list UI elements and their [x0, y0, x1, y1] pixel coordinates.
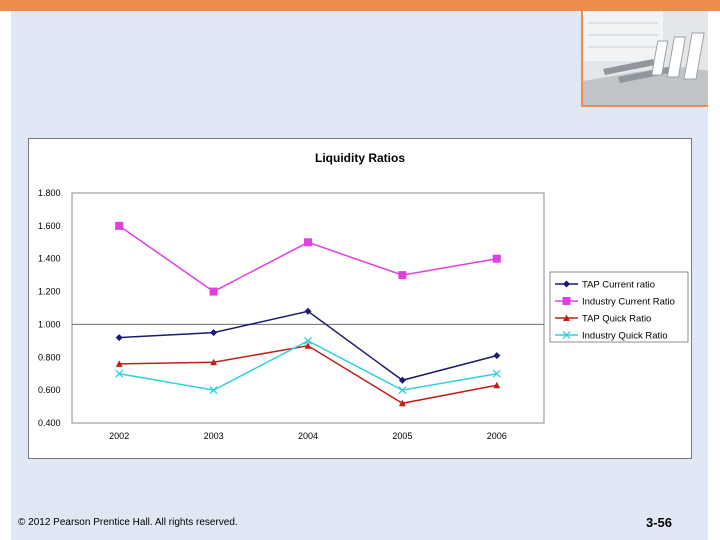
legend-marker-2: [562, 297, 571, 305]
x-marker-stroke: [492, 369, 501, 378]
data-point-s4-3: [304, 336, 312, 345]
liquidity-ratios-chart: Liquidity Ratios 0.400 0.600 0.800 1.000 1.2…: [38, 151, 689, 441]
slide-number: 3-56: [646, 515, 673, 530]
y-tick-label: 1.800: [38, 188, 61, 198]
data-point-s2-5: [492, 254, 501, 263]
data-point-s1-2: [210, 329, 218, 337]
x-tick-label: 2005: [392, 431, 412, 441]
data-point-s2-4: [398, 271, 407, 280]
legend-marker-3: [563, 314, 570, 321]
legend-marker-4: [562, 331, 571, 339]
x-marker-stroke: [209, 386, 218, 395]
data-point-s4-4: [398, 386, 407, 395]
y-tick-label: 0.600: [38, 385, 61, 395]
office-photo-icon: [581, 11, 708, 107]
left-margin: [0, 107, 11, 540]
y-tick-label: 1.000: [38, 319, 61, 329]
y-tick-label: 1.200: [38, 287, 61, 297]
top-accent-bar: [0, 0, 720, 11]
data-point-s3-4: [398, 399, 406, 407]
x-tick-label: 2003: [204, 431, 224, 441]
data-point-s2-2: [209, 287, 218, 296]
data-point-s4-1: [115, 369, 124, 378]
chart-frame: Liquidity Ratios 0.400 0.600 0.800 1.000 1.2…: [28, 138, 692, 459]
x-tick-label: 2002: [109, 431, 129, 441]
data-point-s1-1: [115, 334, 123, 342]
x-marker-stroke: [115, 369, 124, 378]
legend-label-4: Industry Quick Ratio: [582, 331, 668, 342]
data-point-s3-3: [304, 342, 312, 349]
legend-label-3: TAP Quick Ratio: [582, 314, 651, 325]
legend-label-2: Industry Current Ratio: [582, 297, 675, 308]
data-point-s4-2: [209, 386, 218, 395]
y-tick-label: 0.400: [38, 418, 61, 428]
y-tick-label: 0.800: [38, 352, 61, 362]
legend-label-1: TAP Current ratio: [582, 280, 655, 291]
data-point-s4-5: [492, 369, 501, 378]
data-point-s1-3: [304, 307, 312, 315]
y-tick-label: 1.400: [38, 254, 61, 264]
data-point-s2-1: [115, 221, 124, 230]
data-point-s3-1: [115, 360, 123, 367]
copyright-text: © 2012 Pearson Prentice Hall. All rights…: [18, 517, 238, 528]
data-point-s1-4: [398, 376, 406, 384]
legend-marker-1: [563, 280, 570, 288]
chart-title: Liquidity Ratios: [315, 151, 405, 165]
x-marker-stroke: [398, 386, 407, 395]
x-marker-stroke: [562, 331, 571, 339]
x-tick-label: 2006: [487, 431, 507, 441]
y-tick-label: 1.600: [38, 221, 61, 231]
data-point-s1-5: [493, 352, 501, 360]
data-point-s3-2: [210, 358, 218, 366]
x-marker-stroke: [304, 336, 312, 345]
data-point-s2-3: [304, 238, 312, 247]
x-tick-label: 2004: [298, 431, 318, 441]
data-point-s3-5: [493, 381, 501, 389]
